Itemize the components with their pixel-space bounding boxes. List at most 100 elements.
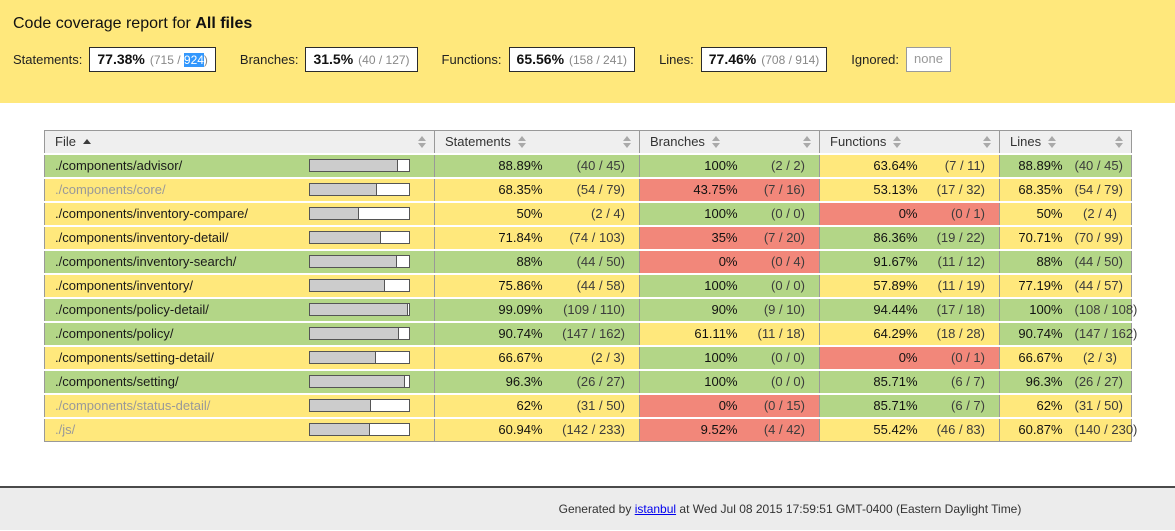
file-cell: ./js/ <box>44 416 295 442</box>
file-link[interactable]: ./components/status-detail/ <box>55 398 211 413</box>
table-row: ./components/setting/96.3% (26 / 27) 100%(… <box>44 368 1132 394</box>
statements-raw-cell: (26 / 27) <box>554 368 640 394</box>
coverage-bar-fill <box>309 160 398 171</box>
table-row: ./components/advisor/88.89% (40 / 45) 100%… <box>44 152 1132 178</box>
statements-pct-cell: 96.3% <box>434 368 555 394</box>
sort-header-branches-raw[interactable] <box>749 130 820 154</box>
file-link[interactable]: ./components/inventory-compare/ <box>55 206 248 221</box>
branches-raw-cell: (11 / 18) <box>749 320 820 346</box>
branches-raw-cell: (0 / 15) <box>749 392 820 418</box>
lines-raw-cell: (54 / 79) <box>1074 176 1132 202</box>
lines-raw-cell: (70 / 99) <box>1074 224 1132 250</box>
coverage-bar-fill <box>309 184 378 195</box>
footer-prefix: Generated by <box>558 502 635 516</box>
file-link[interactable]: ./components/advisor/ <box>55 158 183 173</box>
sort-down-icon <box>1048 142 1057 148</box>
sort-header-lines-raw[interactable] <box>1074 130 1132 154</box>
sort-header-functions-raw[interactable] <box>929 130 1000 154</box>
sort-header-lines[interactable]: Lines <box>999 130 1075 154</box>
file-link[interactable]: ./components/inventory-search/ <box>55 254 237 269</box>
file-cell: ./components/status-detail/ <box>44 392 295 418</box>
metric-fraction-functions: (158 / 241) <box>569 53 628 67</box>
coverage-bar-fill <box>309 376 405 387</box>
column-label-functions: Functions <box>830 134 887 150</box>
file-link[interactable]: ./components/setting-detail/ <box>55 350 214 365</box>
sort-arrow-icon <box>803 135 811 148</box>
pic-cell <box>294 296 435 322</box>
functions-raw-cell: (0 / 1) <box>929 344 1000 370</box>
pic-cell <box>294 272 435 298</box>
footer-suffix: at Wed Jul 08 2015 17:59:51 GMT-0400 (Ea… <box>676 502 1022 516</box>
functions-pct-cell: 63.64% <box>819 152 930 178</box>
sort-down-icon <box>983 142 991 148</box>
coverage-summary-table: File Statements Branches Functions Lines ./c… <box>44 130 1137 442</box>
lines-pct-cell: 70.71% <box>999 224 1075 250</box>
coverage-bar <box>308 183 410 196</box>
file-link[interactable]: ./components/core/ <box>55 182 166 197</box>
file-link[interactable]: ./components/policy-detail/ <box>55 302 209 317</box>
functions-raw-cell: (18 / 28) <box>929 320 1000 346</box>
sort-header-pic[interactable] <box>294 130 435 154</box>
coverage-bar-fill <box>309 328 400 339</box>
functions-raw-cell: (6 / 7) <box>929 392 1000 418</box>
ignored-none-value: none <box>914 51 943 66</box>
metric-value-branches: 31.5% (40 / 127) <box>305 47 418 72</box>
statements-raw-cell: (147 / 162) <box>554 320 640 346</box>
sort-up-icon <box>893 135 902 141</box>
functions-pct-cell: 53.13% <box>819 176 930 202</box>
sort-down-icon <box>803 142 811 148</box>
statements-pct-cell: 90.74% <box>434 320 555 346</box>
sort-arrow-icon <box>623 135 631 148</box>
sort-header-file[interactable]: File <box>44 130 295 154</box>
branches-raw-cell: (7 / 16) <box>749 176 820 202</box>
pic-cell <box>294 224 435 250</box>
file-link[interactable]: ./js/ <box>55 422 76 438</box>
metric-functions: Functions: 65.56% (158 / 241) <box>442 47 636 72</box>
functions-pct-cell: 64.29% <box>819 320 930 346</box>
sort-down-icon <box>893 142 902 148</box>
branches-pct-cell: 100% <box>639 344 750 370</box>
column-label-file: File <box>55 134 76 150</box>
table-row: ./components/status-detail/62% (31 / 50) 0… <box>44 392 1132 418</box>
functions-raw-cell: (17 / 18) <box>929 296 1000 322</box>
footer: Generated by istanbul at Wed Jul 08 2015… <box>0 486 1175 530</box>
sort-down-icon <box>711 142 720 148</box>
table-row: ./components/inventory-search/88% (44 / 5… <box>44 248 1132 274</box>
statements-pct-cell: 66.67% <box>434 344 555 370</box>
sort-arrow-icon <box>1115 135 1123 148</box>
statements-raw-cell: (142 / 233) <box>554 416 640 442</box>
statements-raw-cell: (31 / 50) <box>554 392 640 418</box>
page-title-entity: All files <box>195 15 253 32</box>
sort-up-icon <box>711 135 720 141</box>
statements-pct-cell: 88% <box>434 248 555 274</box>
coverage-bar <box>308 399 410 412</box>
file-link[interactable]: ./components/setting/ <box>55 374 179 389</box>
table-row: ./components/inventory-detail/71.84% (74 … <box>44 224 1132 250</box>
sort-header-statements-raw[interactable] <box>554 130 640 154</box>
metric-pct-branches: 31.5% <box>313 51 354 67</box>
sort-header-branches[interactable]: Branches <box>639 130 750 154</box>
sort-up-icon <box>623 135 631 141</box>
statements-raw-cell: (40 / 45) <box>554 152 640 178</box>
sort-header-statements[interactable]: Statements <box>434 130 555 154</box>
sort-up-icon <box>418 135 426 141</box>
metric-value-lines: 77.46% (708 / 914) <box>700 47 828 72</box>
file-link[interactable]: ./components/inventory-detail/ <box>55 230 229 245</box>
branches-pct-cell: 90% <box>639 296 750 322</box>
lines-pct-cell: 90.74% <box>999 320 1075 346</box>
sort-up-icon <box>1115 135 1123 141</box>
statements-raw-cell: (44 / 50) <box>554 248 640 274</box>
sort-up-icon <box>1048 135 1057 141</box>
coverage-bar-fill <box>309 232 381 243</box>
file-link[interactable]: ./components/inventory/ <box>55 278 194 293</box>
sort-header-functions[interactable]: Functions <box>819 130 930 154</box>
istanbul-link[interactable]: istanbul <box>634 502 677 516</box>
functions-pct-cell: 85.71% <box>819 392 930 418</box>
file-cell: ./components/inventory-search/ <box>44 248 295 274</box>
file-link[interactable]: ./components/policy/ <box>55 326 174 341</box>
metric-fraction-branches: (40 / 127) <box>358 53 410 67</box>
sort-up-icon <box>517 135 526 141</box>
metric-pct-functions: 65.56% <box>516 51 565 67</box>
coverage-bar <box>308 231 410 244</box>
branches-raw-cell: (7 / 20) <box>749 224 820 250</box>
